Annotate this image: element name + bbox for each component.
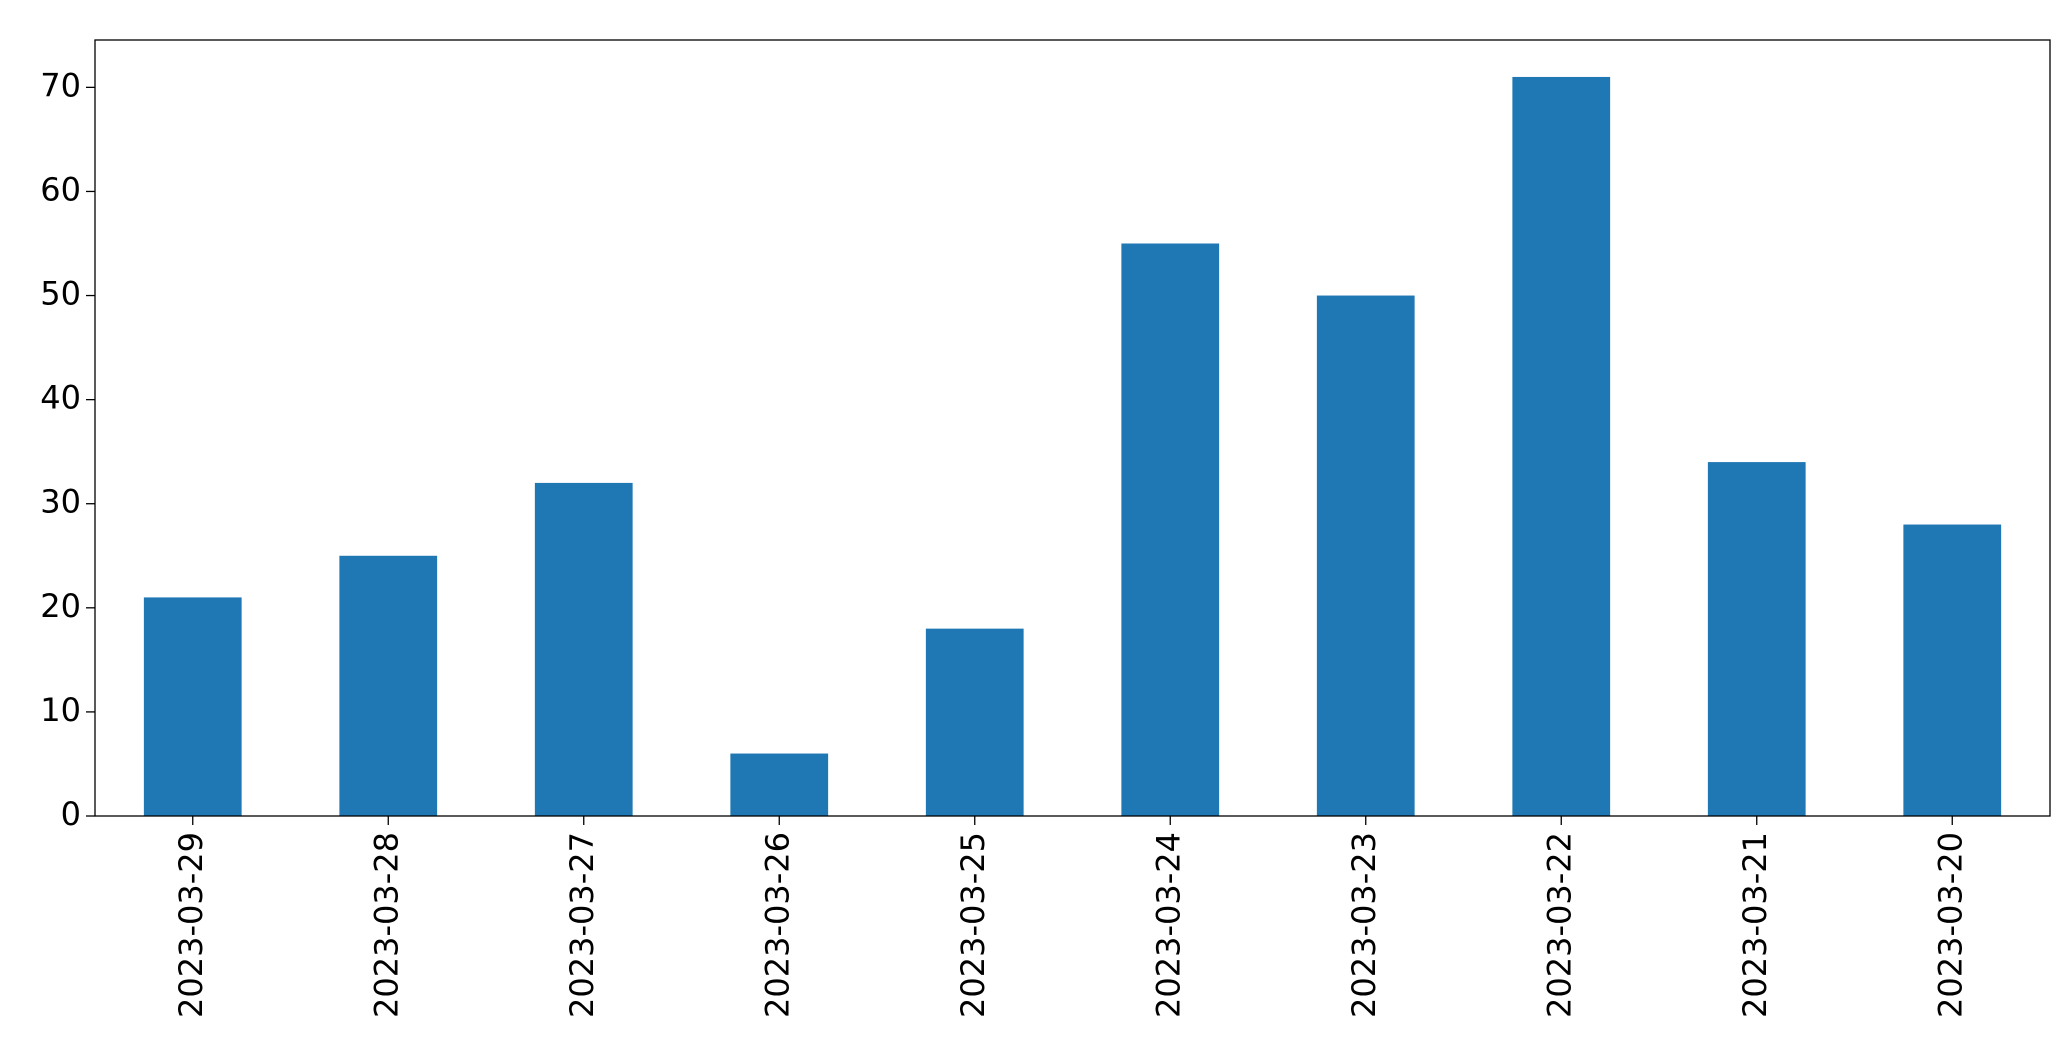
x-tick-label: 2023-03-23 xyxy=(1345,832,1383,1018)
x-tick-label: 2023-03-27 xyxy=(563,832,601,1018)
bar xyxy=(925,628,1024,816)
bar xyxy=(1903,524,2002,816)
x-tick-label: 2023-03-28 xyxy=(367,832,405,1018)
y-tick-label: 40 xyxy=(40,379,81,417)
bar xyxy=(1707,462,1806,816)
bar xyxy=(730,753,829,816)
bar xyxy=(143,597,242,816)
bar xyxy=(339,555,438,816)
bar xyxy=(1512,76,1611,816)
x-tick-label: 2023-03-22 xyxy=(1540,832,1578,1018)
x-tick-label: 2023-03-26 xyxy=(758,832,796,1018)
y-tick-label: 30 xyxy=(40,483,81,521)
y-tick-label: 50 xyxy=(40,275,81,313)
bar xyxy=(1121,243,1220,817)
x-tick-label: 2023-03-20 xyxy=(1931,832,1969,1018)
x-tick-label: 2023-03-25 xyxy=(954,832,992,1018)
bar xyxy=(534,482,633,816)
y-tick-label: 20 xyxy=(40,587,81,625)
bar xyxy=(1316,295,1415,816)
plot-frame xyxy=(94,39,2051,817)
x-tick-label: 2023-03-24 xyxy=(1149,832,1187,1018)
y-tick-label: 0 xyxy=(61,795,81,833)
x-tick-label: 2023-03-29 xyxy=(172,832,210,1018)
y-tick-label: 10 xyxy=(40,691,81,729)
y-tick-label: 60 xyxy=(40,170,81,208)
y-tick-label: 70 xyxy=(40,66,81,104)
x-tick-label: 2023-03-21 xyxy=(1736,832,1774,1018)
